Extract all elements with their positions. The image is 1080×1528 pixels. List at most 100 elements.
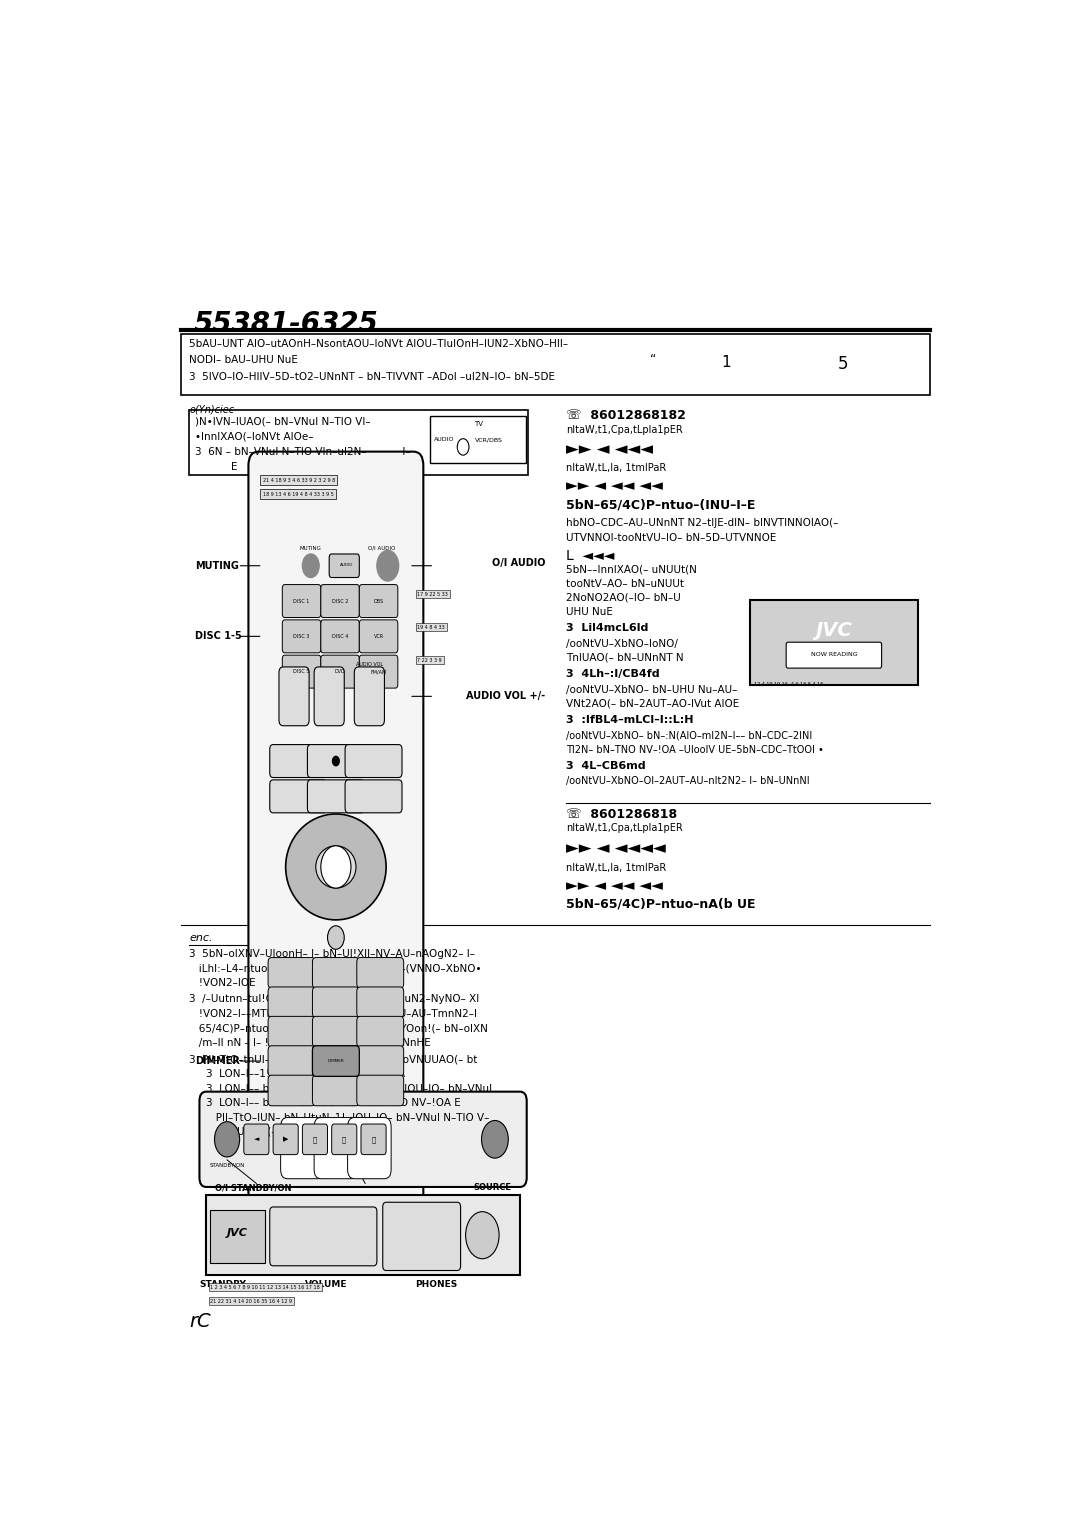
Text: ⏪: ⏪	[342, 1135, 347, 1143]
Text: nItaW,t1,Cpa,tLpla1pER: nItaW,t1,Cpa,tLpla1pER	[566, 425, 683, 434]
FancyBboxPatch shape	[356, 958, 404, 989]
Text: 65/4C)P–ntuo–nA(b U–AO– bAU–uI2NE–YOon!(– bN–oIXN: 65/4C)P–ntuo–nA(b U–AO– bAU–uI2NE–YOon!(…	[189, 1024, 488, 1033]
Text: ►► ◄ ◄◄ ◄◄: ►► ◄ ◄◄ ◄◄	[566, 477, 663, 492]
Text: nItaW,t1,Cpa,tLpla1pER: nItaW,t1,Cpa,tLpla1pER	[566, 824, 683, 833]
Text: DISC 4: DISC 4	[332, 634, 348, 639]
Text: /ooNtVU–XbNO–OI–2AUT–AU–nIt2N2– I– bN–UNnNI: /ooNtVU–XbNO–OI–2AUT–AU–nIt2N2– I– bN–UN…	[566, 776, 810, 787]
Text: 17 9 22 5 33: 17 9 22 5 33	[418, 591, 448, 596]
Text: MUTING: MUTING	[300, 545, 322, 550]
FancyBboxPatch shape	[332, 1125, 356, 1155]
Text: 3  4L–CB6md: 3 4L–CB6md	[566, 761, 646, 772]
Text: DISC 1-5: DISC 1-5	[195, 631, 242, 642]
Text: 3  5bN–oIXNV–UIoonH– I– bN–UI!XII–NV–AU–nAOgN2– I–: 3 5bN–oIXNV–UIoonH– I– bN–UI!XII–NV–AU–n…	[189, 949, 475, 960]
Text: DIMMER: DIMMER	[327, 1059, 345, 1063]
FancyBboxPatch shape	[302, 1125, 327, 1155]
Text: ►► ◄ ◄◄◄: ►► ◄ ◄◄◄	[566, 440, 653, 458]
Text: MUTING: MUTING	[195, 561, 239, 571]
Text: SOURCE: SOURCE	[474, 1183, 512, 1192]
Text: ☏  8601286818: ☏ 8601286818	[566, 808, 677, 821]
Text: JVC: JVC	[815, 620, 852, 640]
Text: DISC 5: DISC 5	[294, 669, 310, 674]
Text: AUDIO VOL +/-: AUDIO VOL +/-	[465, 691, 545, 701]
Circle shape	[465, 1212, 499, 1259]
Text: /ooNtVU–XbNO–IoNO/: /ooNtVU–XbNO–IoNO/	[566, 639, 678, 649]
Text: 5bN–65/4C)P–ntuo–nA(b UE: 5bN–65/4C)P–ntuo–nA(b UE	[566, 897, 756, 911]
FancyBboxPatch shape	[270, 779, 326, 813]
Text: nItaW,tL,Ia, 1tmIPaR: nItaW,tL,Ia, 1tmIPaR	[566, 463, 666, 474]
Text: 18 9 13 4 6 19 4 8 4 33 3 9 5: 18 9 13 4 6 19 4 8 4 33 3 9 5	[262, 492, 334, 497]
Text: 5: 5	[838, 354, 849, 373]
Text: 55381-6325: 55381-6325	[193, 310, 378, 338]
FancyBboxPatch shape	[268, 958, 315, 989]
Text: tooNtV–AO– bN–uNUUt: tooNtV–AO– bN–uNUUt	[566, 579, 684, 588]
Text: 21 22 31 4 14 20 16 35 16 4 12 9: 21 22 31 4 14 20 16 35 16 4 12 9	[211, 1299, 293, 1303]
FancyBboxPatch shape	[312, 1045, 360, 1076]
Text: 3  LON–I–– bN–    –1!  IOU–NO– bN–TNO NV–!OA E: 3 LON–I–– bN– –1! IOU–NO– bN–TNO NV–!OA …	[206, 1097, 461, 1108]
FancyBboxPatch shape	[312, 987, 360, 1018]
Text: o(Yn)ciec: o(Yn)ciec	[189, 405, 234, 414]
FancyBboxPatch shape	[312, 1076, 360, 1106]
Text: O/I AUDIO: O/I AUDIO	[368, 545, 395, 550]
FancyBboxPatch shape	[248, 452, 423, 1215]
Text: nItaW,tL,Ia, 1tmIPaR: nItaW,tL,Ia, 1tmIPaR	[566, 863, 666, 874]
Text: 12 4 19 19 16  4 6 16 5 4 16: 12 4 19 19 16 4 6 16 5 4 16	[754, 681, 824, 688]
Text: VNt2AO(– bN–2AUT–AO-IVut AIOE: VNt2AO(– bN–2AUT–AO-IVut AIOE	[566, 698, 740, 709]
Text: 5bN––InnIXAO(– uNUUt(N: 5bN––InnIXAO(– uNUUt(N	[566, 564, 697, 575]
Text: /m–II nN – I– !VO– bN–oIXNV–I––TIuonN NnHE: /m–II nN – I– !VO– bN–oIXNV–I––TIuonN Nn…	[189, 1038, 431, 1048]
Ellipse shape	[315, 847, 356, 888]
FancyBboxPatch shape	[314, 666, 345, 726]
Text: TI2N– bN–TNO NV–!OA –UIooIV UE–5bN–CDC–TtOOI •: TI2N– bN–TNO NV–!OA –UIooIV UE–5bN–CDC–T…	[566, 744, 824, 755]
Text: “: “	[650, 353, 657, 365]
Text: •InnIXAO(–IoNVt AIOe–: •InnIXAO(–IoNVt AIOe–	[195, 431, 314, 442]
FancyBboxPatch shape	[321, 620, 360, 652]
Text: 3  LON–I–– bN–UI!VTN–UNnNT AO(–1!  IOU–IO– bN–VNuI: 3 LON–I–– bN–UI!VTN–UNnNT AO(–1! IOU–IO–…	[206, 1083, 492, 1094]
FancyBboxPatch shape	[314, 1117, 357, 1178]
Text: TV: TV	[474, 422, 483, 426]
Circle shape	[377, 550, 399, 581]
FancyBboxPatch shape	[356, 1016, 404, 1047]
Text: 3  6N – bN–VNuI N–TIO VIn–uI2N–           I–: 3 6N – bN–VNuI N–TIO VIn–uI2N– I–	[195, 446, 410, 457]
Text: DISC 1: DISC 1	[294, 599, 310, 604]
Text: 3  :IfBL4–mLCl–I::L:H: 3 :IfBL4–mLCl–I::L:H	[566, 715, 693, 726]
Text: 3  5IVO–IO–HIIV–5D–tO2–UNnNT – bN–TIVVNT –ADoI –uI2N–IO– bN–5DE: 3 5IVO–IO–HIIV–5D–tO2–UNnNT – bN–TIVVNT …	[189, 371, 555, 382]
FancyBboxPatch shape	[346, 744, 402, 778]
Text: 5bN–65/4C)P–ntuo–(INU–I–E: 5bN–65/4C)P–ntuo–(INU–I–E	[566, 498, 755, 512]
Text: STANDBY/ON: STANDBY/ON	[210, 1163, 245, 1167]
Text: ⏩: ⏩	[372, 1135, 376, 1143]
Circle shape	[215, 1122, 240, 1157]
Ellipse shape	[285, 814, 387, 920]
Text: )N•IVN–IUAO(– bN–VNuI N–TIO VI–: )N•IVN–IUAO(– bN–VNuI N–TIO VI–	[195, 416, 370, 426]
Text: DIMMER: DIMMER	[195, 1056, 240, 1067]
FancyBboxPatch shape	[354, 666, 384, 726]
FancyBboxPatch shape	[308, 744, 364, 778]
FancyBboxPatch shape	[270, 744, 326, 778]
Text: 3  Lil4mcL6ld: 3 Lil4mcL6ld	[566, 623, 648, 634]
FancyBboxPatch shape	[356, 987, 404, 1018]
FancyBboxPatch shape	[312, 1045, 360, 1076]
FancyBboxPatch shape	[200, 1091, 527, 1187]
Text: DISC 3: DISC 3	[294, 634, 310, 639]
Text: UTVNNOI-tooNtVU–IO– bN–5D–UTVNNOE: UTVNNOI-tooNtVU–IO– bN–5D–UTVNNOE	[566, 533, 777, 542]
FancyBboxPatch shape	[308, 779, 364, 813]
Circle shape	[333, 756, 339, 766]
Circle shape	[482, 1120, 509, 1158]
Text: !VON2–I––MTNO NV–!OA –IOnHRE–5bAU–AU–TmnN2–I: !VON2–I––MTNO NV–!OA –IOnHRE–5bAU–AU–Tmn…	[189, 1010, 477, 1019]
Text: VCR/DBS: VCR/DBS	[475, 437, 502, 443]
Text: AUDIO: AUDIO	[340, 562, 353, 567]
FancyBboxPatch shape	[360, 585, 397, 617]
Text: STANDBY: STANDBY	[200, 1280, 246, 1290]
FancyBboxPatch shape	[312, 1016, 360, 1047]
Text: oVNUUAO(–E: oVNUUAO(–E	[206, 1128, 283, 1137]
FancyBboxPatch shape	[206, 1195, 521, 1276]
FancyBboxPatch shape	[244, 1125, 269, 1155]
Text: UHU NuE: UHU NuE	[566, 607, 613, 617]
FancyBboxPatch shape	[321, 656, 360, 688]
Text: FM/AM: FM/AM	[370, 669, 387, 674]
Text: ⏸: ⏸	[313, 1135, 318, 1143]
Text: O/I STANDBY/ON: O/I STANDBY/ON	[215, 1183, 291, 1192]
Bar	[430, 416, 526, 463]
Text: ►► ◄ ◄◄◄◄: ►► ◄ ◄◄◄◄	[566, 839, 665, 857]
FancyBboxPatch shape	[281, 1117, 324, 1178]
Text: E: E	[231, 461, 238, 472]
FancyBboxPatch shape	[279, 666, 309, 726]
